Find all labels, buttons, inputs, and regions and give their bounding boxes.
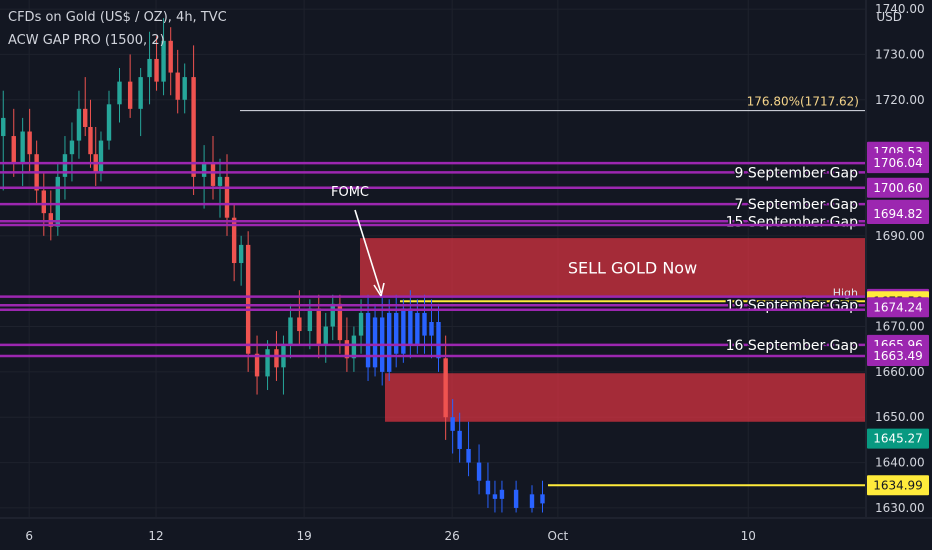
candle — [288, 303, 293, 359]
gap-label: 7 September Gap — [734, 197, 858, 213]
candle — [175, 49, 180, 114]
price-tag — [867, 297, 929, 318]
candle — [168, 27, 173, 96]
candle — [330, 294, 335, 341]
fib-label: 176.80%(1717.62) — [747, 95, 859, 109]
x-tick-label: 26 — [445, 529, 460, 543]
candle — [88, 99, 93, 168]
candle — [372, 303, 378, 377]
candle — [201, 145, 207, 209]
y-tick-label: 1690.00 — [875, 229, 925, 243]
candle — [106, 90, 112, 150]
candle — [436, 303, 441, 372]
price-tag — [867, 475, 929, 496]
candle — [182, 63, 187, 114]
price-tag-label: 1674.24 — [873, 300, 923, 314]
candle — [513, 480, 519, 513]
gap-label: 16 September Gap — [726, 338, 859, 354]
y-tick-label: 1630.00 — [875, 501, 925, 515]
x-tick-label: 10 — [741, 529, 756, 543]
fomc-arrow — [354, 209, 382, 294]
y-tick-label: 1650.00 — [875, 410, 925, 424]
candle — [457, 412, 462, 463]
candle — [138, 68, 143, 137]
price-tag-label: 1694.82 — [873, 207, 923, 221]
sell-zone-label: SELL GOLD Now — [568, 258, 697, 277]
price-tag — [867, 203, 929, 224]
candle — [408, 290, 413, 359]
x-tick-label: 6 — [25, 529, 33, 543]
candle — [154, 36, 159, 91]
gap-label: 9 September Gap — [734, 165, 858, 181]
candle — [245, 231, 251, 372]
y-tick-label: 1740.00 — [875, 2, 925, 16]
candle — [76, 90, 82, 159]
candle — [20, 117, 25, 186]
price-tag — [867, 346, 929, 367]
candle — [476, 444, 482, 495]
price-tag — [867, 428, 929, 449]
price-tag — [867, 153, 929, 174]
price-tag-label: 1645.27 — [873, 432, 923, 446]
candle — [443, 335, 448, 440]
fomc-label: FOMC — [331, 185, 369, 200]
candle — [485, 462, 491, 508]
candle — [323, 312, 328, 363]
candle — [27, 108, 32, 173]
x-tick-label: Oct — [548, 529, 569, 543]
candle — [117, 68, 122, 123]
chart-title[interactable]: CFDs on Gold (US$ / OZ), 4h, TVC — [8, 10, 227, 25]
y-tick-label: 1640.00 — [875, 456, 925, 470]
fomc-arrowhead — [373, 282, 385, 297]
y-tick-label: 1720.00 — [875, 93, 925, 107]
candle — [540, 480, 545, 513]
gap-label: 15 September Gap — [726, 214, 859, 230]
price-labels: 1708.531706.041700.601695.761694.821676.… — [867, 141, 929, 496]
candle — [238, 235, 244, 286]
candle — [83, 77, 88, 137]
candle — [450, 399, 455, 454]
y-tick-label: 1670.00 — [875, 320, 925, 334]
candle — [466, 421, 471, 477]
candle — [387, 299, 392, 381]
sell-zone — [385, 373, 865, 422]
candle — [48, 190, 53, 241]
candle — [127, 54, 133, 118]
y-tick-label: 1730.00 — [875, 47, 925, 61]
candle — [265, 340, 270, 391]
candle — [297, 290, 302, 345]
y-tick-label: 1660.00 — [875, 365, 925, 379]
candle — [307, 299, 313, 350]
x-tick-label: 12 — [148, 529, 163, 543]
candle — [351, 326, 357, 372]
x-tick-label: 19 — [296, 529, 311, 543]
sell-zone — [360, 238, 865, 297]
price-tag-label: 1634.99 — [873, 478, 923, 492]
price-tag — [867, 177, 929, 198]
candle — [191, 45, 196, 196]
price-tag-label: 1663.49 — [873, 349, 923, 363]
price-tag-label: 1706.04 — [873, 156, 923, 170]
currency-label: USD — [876, 10, 902, 24]
candle — [529, 485, 535, 513]
candle — [1, 90, 6, 191]
indicator-legend[interactable]: ACW GAP PRO (1500, 2) — [8, 33, 165, 48]
candle — [147, 31, 152, 105]
gap-label: 19 September Gap — [726, 298, 859, 314]
candle — [499, 480, 505, 513]
candle — [11, 108, 16, 177]
candle — [492, 480, 498, 513]
price-tag-label: 1700.60 — [873, 181, 923, 195]
candle — [231, 204, 237, 282]
candle — [161, 18, 166, 96]
